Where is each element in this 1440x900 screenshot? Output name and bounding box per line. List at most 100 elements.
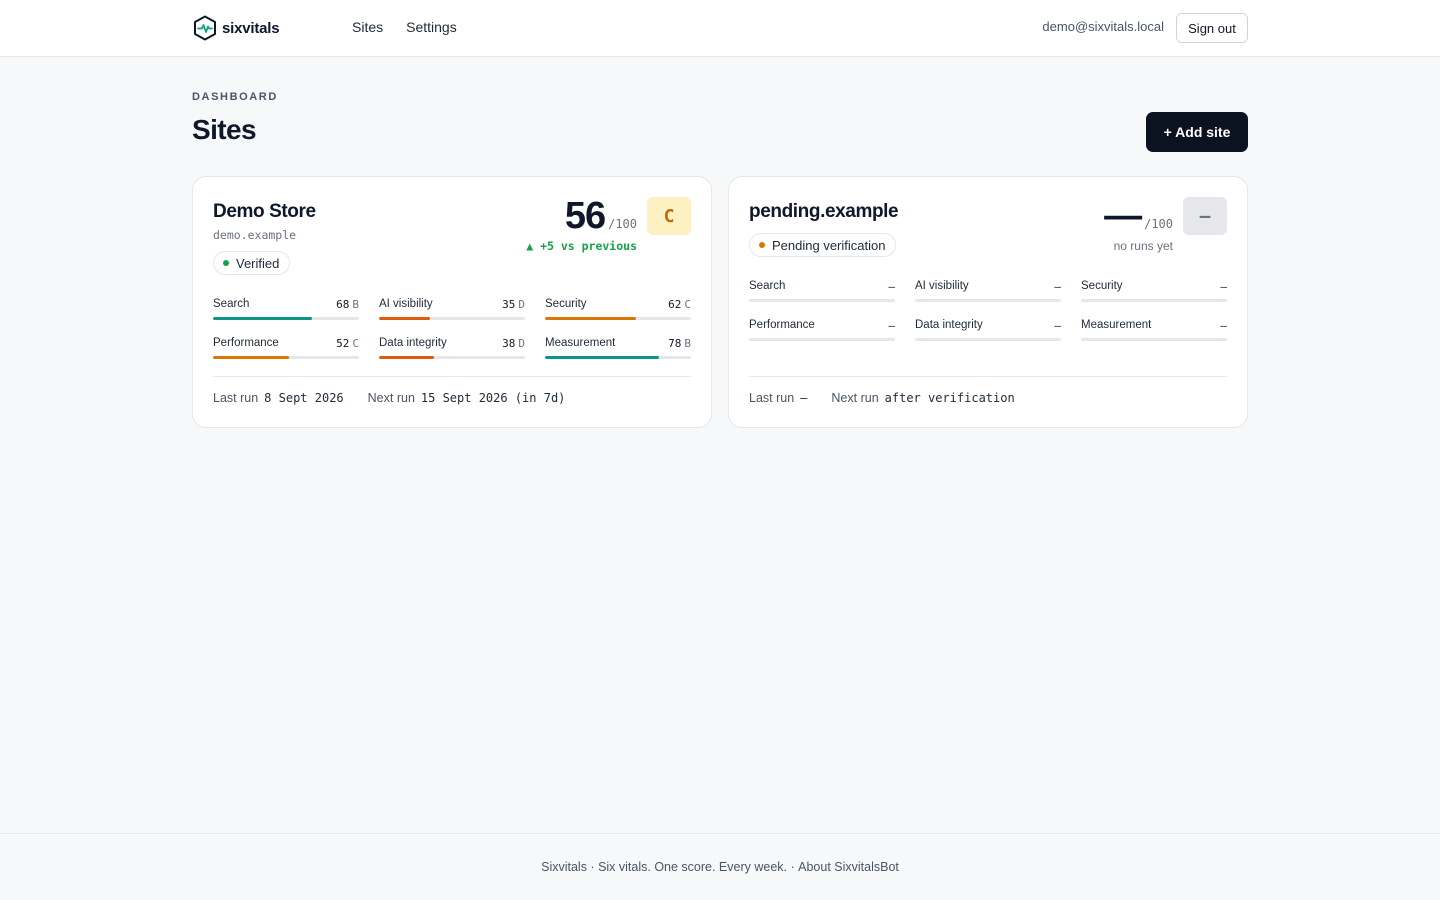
- metric-security: Security 62 C: [545, 297, 691, 320]
- next-run-value: 15 Sept 2026 (in 7d): [420, 391, 566, 405]
- metric-label: Measurement: [1081, 319, 1152, 331]
- status-badge: Pending verification: [749, 233, 897, 257]
- metric-bar-fill: [379, 356, 435, 359]
- metric-data-integrity: Data integrity 38 D: [379, 336, 525, 359]
- metric-bar: [1081, 299, 1227, 302]
- metric-label: Data integrity: [379, 337, 447, 349]
- site-name[interactable]: pending.example: [749, 201, 899, 222]
- site-score: 56 /100: [565, 194, 637, 238]
- metric-measurement: Measurement –: [1081, 318, 1227, 341]
- site-name[interactable]: Demo Store: [213, 201, 316, 222]
- metric-value: 35: [502, 297, 516, 311]
- metric-label: Security: [545, 298, 587, 310]
- status-label: Pending verification: [772, 237, 886, 253]
- metric-grade: D: [518, 336, 525, 350]
- metric-value: –: [1054, 279, 1061, 293]
- run-schedule: Last run — Next run after verification: [749, 391, 1039, 405]
- metric-search: Search –: [749, 279, 895, 302]
- footer: Sixvitals · Six vitals. One score. Every…: [0, 833, 1440, 900]
- brand[interactable]: sixvitals: [193, 15, 280, 41]
- last-run-label: Last run: [213, 391, 259, 405]
- metric-label: Data integrity: [915, 319, 983, 331]
- metric-ai-visibility: AI visibility –: [915, 279, 1061, 302]
- metric-value: 62: [668, 297, 682, 311]
- metric-value: 78: [668, 336, 682, 350]
- metric-label: Search: [213, 298, 250, 310]
- page-eyebrow: DASHBOARD: [192, 91, 278, 103]
- score-value: —: [1104, 195, 1142, 237]
- metric-label: Security: [1081, 280, 1123, 292]
- site-card-demo-store[interactable]: Demo Store demo.example Verified 56 /100…: [192, 176, 712, 428]
- main-nav: Sites Settings: [352, 19, 480, 35]
- metric-data-integrity: Data integrity –: [915, 318, 1061, 341]
- metric-bar-fill: [379, 317, 431, 320]
- brand-name: sixvitals: [222, 19, 280, 37]
- metric-bar: [749, 338, 895, 341]
- site-domain: demo.example: [213, 228, 297, 242]
- about-bot-link[interactable]: About SixvitalsBot: [798, 860, 899, 874]
- metric-label: Measurement: [545, 337, 616, 349]
- last-run-value: 8 Sept 2026: [264, 391, 344, 405]
- status-badge: Verified: [213, 251, 291, 275]
- metric-security: Security –: [1081, 279, 1227, 302]
- metric-bar: [213, 356, 359, 359]
- metric-bar: [915, 299, 1061, 302]
- metric-value: 52: [336, 336, 350, 350]
- metric-bar: [915, 338, 1061, 341]
- metric-value: 38: [502, 336, 516, 350]
- site-score: — /100: [1104, 194, 1173, 238]
- site-card-pending-example[interactable]: pending.example Pending verification — /…: [728, 176, 1248, 428]
- footer-brand: Sixvitals: [541, 860, 587, 874]
- score-max: /100: [608, 217, 637, 231]
- score-delta: ▲ +5 vs previous: [526, 239, 637, 253]
- hexagon-pulse-logo-icon: [194, 15, 216, 41]
- metric-measurement: Measurement 78 B: [545, 336, 691, 359]
- metric-value: –: [888, 279, 895, 293]
- score-max: /100: [1144, 217, 1173, 231]
- metric-bar: [545, 356, 691, 359]
- metric-bar: [213, 317, 359, 320]
- metric-value: 68: [336, 297, 350, 311]
- metric-ai-visibility: AI visibility 35 D: [379, 297, 525, 320]
- user-email: demo@sixvitals.local: [1042, 19, 1164, 34]
- metric-value: –: [1220, 279, 1227, 293]
- metric-label: Search: [749, 280, 786, 292]
- status-label: Verified: [236, 255, 280, 271]
- metric-label: AI visibility: [915, 280, 969, 292]
- metric-grade: C: [352, 336, 359, 350]
- metric-search: Search 68 B: [213, 297, 359, 320]
- metric-grade: B: [352, 297, 359, 311]
- status-dot-icon: [223, 260, 229, 266]
- sign-out-button[interactable]: Sign out: [1176, 13, 1248, 43]
- metric-performance: Performance 52 C: [213, 336, 359, 359]
- metric-label: Performance: [213, 337, 279, 349]
- metric-value: –: [888, 318, 895, 332]
- metric-bar-fill: [213, 356, 289, 359]
- metric-bar-fill: [213, 317, 313, 320]
- metric-bar-fill: [545, 317, 636, 320]
- metrics-grid: Search 68 B AI visibility 35 D Security 62…: [213, 297, 691, 359]
- next-run-label: Next run: [831, 391, 879, 405]
- metric-label: Performance: [749, 319, 815, 331]
- add-site-button[interactable]: + Add site: [1146, 112, 1248, 152]
- status-dot-icon: [759, 242, 765, 248]
- metric-grade: C: [684, 297, 691, 311]
- card-divider: [213, 376, 691, 377]
- no-runs-note: no runs yet: [1113, 239, 1173, 253]
- card-divider: [749, 376, 1227, 377]
- metrics-grid: Search – AI visibility – Security – Perf…: [749, 279, 1227, 341]
- nav-settings[interactable]: Settings: [406, 19, 457, 35]
- top-bar: sixvitals Sites Settings demo@sixvitals.…: [0, 0, 1440, 57]
- footer-separator: ·: [586, 860, 599, 874]
- run-schedule: Last run 8 Sept 2026 Next run 15 Sept 20…: [213, 391, 589, 405]
- nav-sites[interactable]: Sites: [352, 19, 384, 35]
- footer-separator: ·: [787, 860, 799, 874]
- metric-bar: [545, 317, 691, 320]
- grade-badge: C: [647, 197, 691, 235]
- metric-bar: [379, 317, 525, 320]
- metric-label: AI visibility: [379, 298, 433, 310]
- metric-grade: D: [518, 297, 525, 311]
- metric-performance: Performance –: [749, 318, 895, 341]
- metric-value: –: [1054, 318, 1061, 332]
- next-run-label: Next run: [367, 391, 415, 405]
